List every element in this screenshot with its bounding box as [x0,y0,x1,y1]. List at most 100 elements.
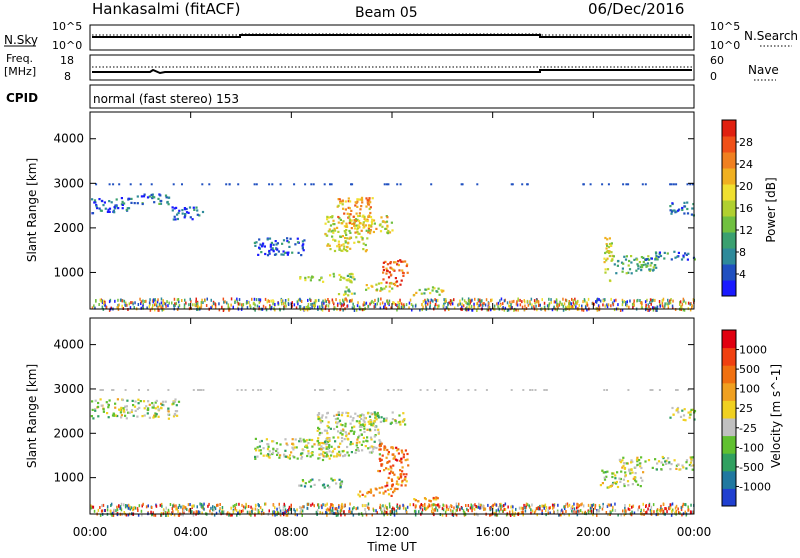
data-cell [189,216,192,219]
data-cell [317,413,321,416]
range-cell [445,389,448,391]
clutter-cell [245,502,247,506]
data-cell [386,481,389,484]
x-tick-label: 08:00 [274,525,309,539]
data-cell [337,436,340,439]
range-cell [672,183,675,186]
data-cell [193,208,196,211]
range-cell [461,183,464,186]
clutter-cell [294,509,296,513]
clutter-cell [514,511,516,515]
data-cell [622,464,625,468]
clutter-cell [339,509,342,513]
data-cell [260,245,264,248]
data-cell [625,255,628,258]
data-cell [383,417,386,420]
clutter-cell [668,301,670,305]
clutter-cell [675,509,678,513]
data-cell [339,453,342,456]
range-cell [691,183,694,186]
data-cell [640,456,643,459]
clutter-cell [645,306,647,310]
clutter-cell [670,509,673,513]
clutter-cell [156,304,158,308]
clutter-cell [283,305,286,309]
data-cell [91,198,94,201]
clutter-cell [278,506,281,510]
data-cell [258,445,261,448]
clutter-cell [272,302,274,306]
data-cell [262,454,265,457]
data-cell [637,264,640,267]
data-cell [394,277,397,280]
clutter-cell [571,505,574,508]
colorbar-tick-label: -100 [739,441,764,454]
clutter-cell [546,304,549,308]
clutter-cell [439,504,441,508]
data-cell [331,479,334,482]
colorbar-segment [722,232,736,249]
clutter-cell [335,298,337,302]
data-cell [414,499,417,502]
clutter-cell [284,504,286,508]
data-cell [268,252,271,255]
data-cell [390,282,393,285]
data-cell [603,478,607,481]
data-cell [276,453,279,456]
data-cell [379,420,382,423]
clutter-cell [133,306,135,310]
data-cell [677,209,680,212]
clutter-cell [211,304,213,308]
clutter-cell [405,303,408,307]
data-cell [424,288,427,291]
data-cell [282,253,285,256]
clutter-cell [241,303,243,307]
clutter-cell [167,304,169,308]
y-tick-label: 3000 [53,176,84,190]
data-cell [608,279,612,282]
data-cell [435,290,438,293]
clutter-cell [459,299,461,303]
clutter-cell [424,505,426,509]
data-cell [355,212,358,215]
data-cell [378,457,381,460]
data-cell [352,276,355,279]
clutter-cell [523,503,525,507]
clutter-cell [365,301,368,305]
clutter-cell [293,508,295,512]
data-cell [113,206,116,209]
data-cell [114,406,117,409]
clutter-cell [579,509,582,513]
data-cell [353,278,356,281]
clutter-cell [134,506,137,510]
data-cell [176,414,179,417]
clutter-cell [228,513,230,517]
clutter-cell [319,305,321,309]
data-cell [663,251,666,254]
data-cell [304,279,307,282]
clutter-cell [366,504,368,507]
data-cell [389,261,392,264]
data-cell [91,212,95,215]
data-cell [389,465,392,468]
clutter-cell [152,304,154,308]
data-cell [385,281,388,284]
data-cell [607,246,611,249]
clutter-cell [328,308,330,312]
data-cell [388,282,391,285]
clutter-cell [534,301,536,305]
data-cell [682,256,685,259]
data-cell [321,458,325,462]
data-cell [112,209,115,212]
clutter-cell [357,301,359,305]
data-cell [684,419,687,422]
data-cell [386,263,389,266]
data-cell [372,447,375,450]
data-cell [322,450,325,454]
clutter-cell [197,510,200,514]
x-tick-label: 04:00 [173,525,208,539]
data-cell [395,482,398,485]
clutter-cell [154,308,156,312]
data-cell [375,227,378,230]
